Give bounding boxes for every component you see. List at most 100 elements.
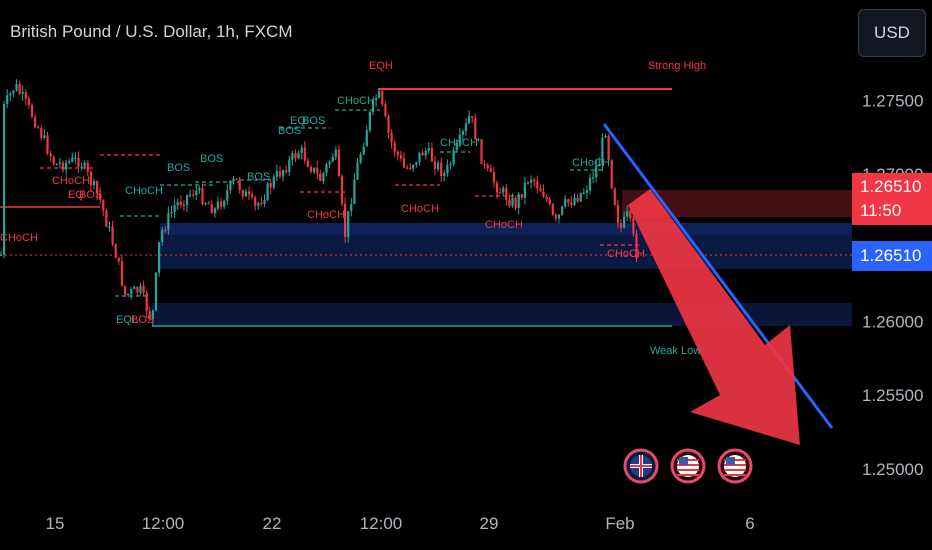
candle-body [557,214,561,219]
candle-body [80,166,83,168]
structure-label: CHoCH [307,209,345,221]
candle-body [65,162,68,170]
structure-markers [40,109,640,297]
candle-body [263,199,266,204]
candle-body [564,199,567,207]
candle-body [334,149,337,157]
candle-body [235,178,238,180]
candle-body [213,208,216,214]
candle-body [269,183,272,188]
candle-body [92,181,96,186]
structure-label: CHoCH [485,219,523,231]
candle-body [300,147,303,154]
candle-body [257,202,260,206]
candle-body [108,226,111,229]
candle-body [275,171,278,177]
structure-label: EQ [68,189,84,201]
currency-button[interactable]: USD [858,9,926,57]
candle-body [530,179,533,183]
candle-body [117,257,120,262]
candle-body [446,164,449,173]
candle-body [325,164,328,173]
candle-body [514,197,517,208]
candle-body [437,162,440,170]
candle-body [502,188,505,193]
candle-body [421,152,424,156]
candle-body [495,182,499,193]
candle-body [294,153,297,159]
structure-label: CHoCH [52,175,90,187]
usd-event-icon[interactable] [717,448,753,484]
candle-body [508,199,511,206]
candle-body [142,285,145,293]
candle-body [201,188,204,205]
candle-body [452,149,455,164]
candle-body [52,156,55,165]
candle-body [0,254,3,257]
candle-body [9,93,12,96]
candle-body [409,167,412,170]
candle-body [412,164,415,169]
structure-label: EQL [116,314,138,326]
candle-body [393,142,396,152]
candle-body [89,171,92,186]
candle-body [499,192,502,194]
candle-body [58,162,61,164]
candle-body [216,201,220,209]
candle-body [272,176,275,188]
candle-body [517,194,520,208]
candle-body [415,162,418,165]
candle-body [480,139,483,165]
candle-body [601,137,604,165]
candle-body [539,188,542,192]
candle-body [173,205,176,212]
candle-body [226,190,229,201]
candle-body [483,164,486,166]
candle-body [468,116,471,124]
candle-body [554,214,557,219]
candle-body [551,204,554,215]
candle-body [371,100,375,112]
candle-body [102,200,105,211]
gbp-event-icon[interactable] [623,448,659,484]
candle-body [223,200,226,207]
time-tick-label: Feb [605,514,634,533]
candle-body [520,194,523,198]
candle-body [387,116,390,133]
time-axis[interactable]: 15 12:00 22 12:00 29 Feb 6 [46,514,755,533]
zone-price-tag: 1.26510 [852,241,932,271]
candle-body [40,127,43,138]
candle-body [582,192,585,195]
candle-body [449,163,452,166]
candle-body [610,159,613,189]
candle-body [455,142,458,150]
candle-body [619,223,623,228]
candle-body [344,203,347,237]
usd-event-icon[interactable] [670,448,706,484]
time-tick-label: 12:00 [142,514,185,533]
candle-body [136,286,139,293]
candle-body [232,178,235,182]
weak-low-zone [152,303,852,326]
candle-body [210,204,213,214]
candle-body [260,202,263,205]
candle-body [384,104,387,117]
candle-body [24,92,27,99]
candle-body [130,289,133,294]
demand-zone-main [160,235,852,269]
candle-body [71,157,74,162]
candle-body [406,167,409,169]
time-tick-label: 22 [263,514,282,533]
candle-body [632,218,635,234]
candle-body [430,147,433,162]
candle-body [635,233,638,259]
candle-body [238,179,241,190]
candle-body [576,197,579,202]
candle-body [347,211,350,237]
bar-countdown: 11:50 [860,201,902,220]
candle-body [185,195,189,206]
structure-label: BOS [302,115,325,127]
candle-body [6,95,9,105]
